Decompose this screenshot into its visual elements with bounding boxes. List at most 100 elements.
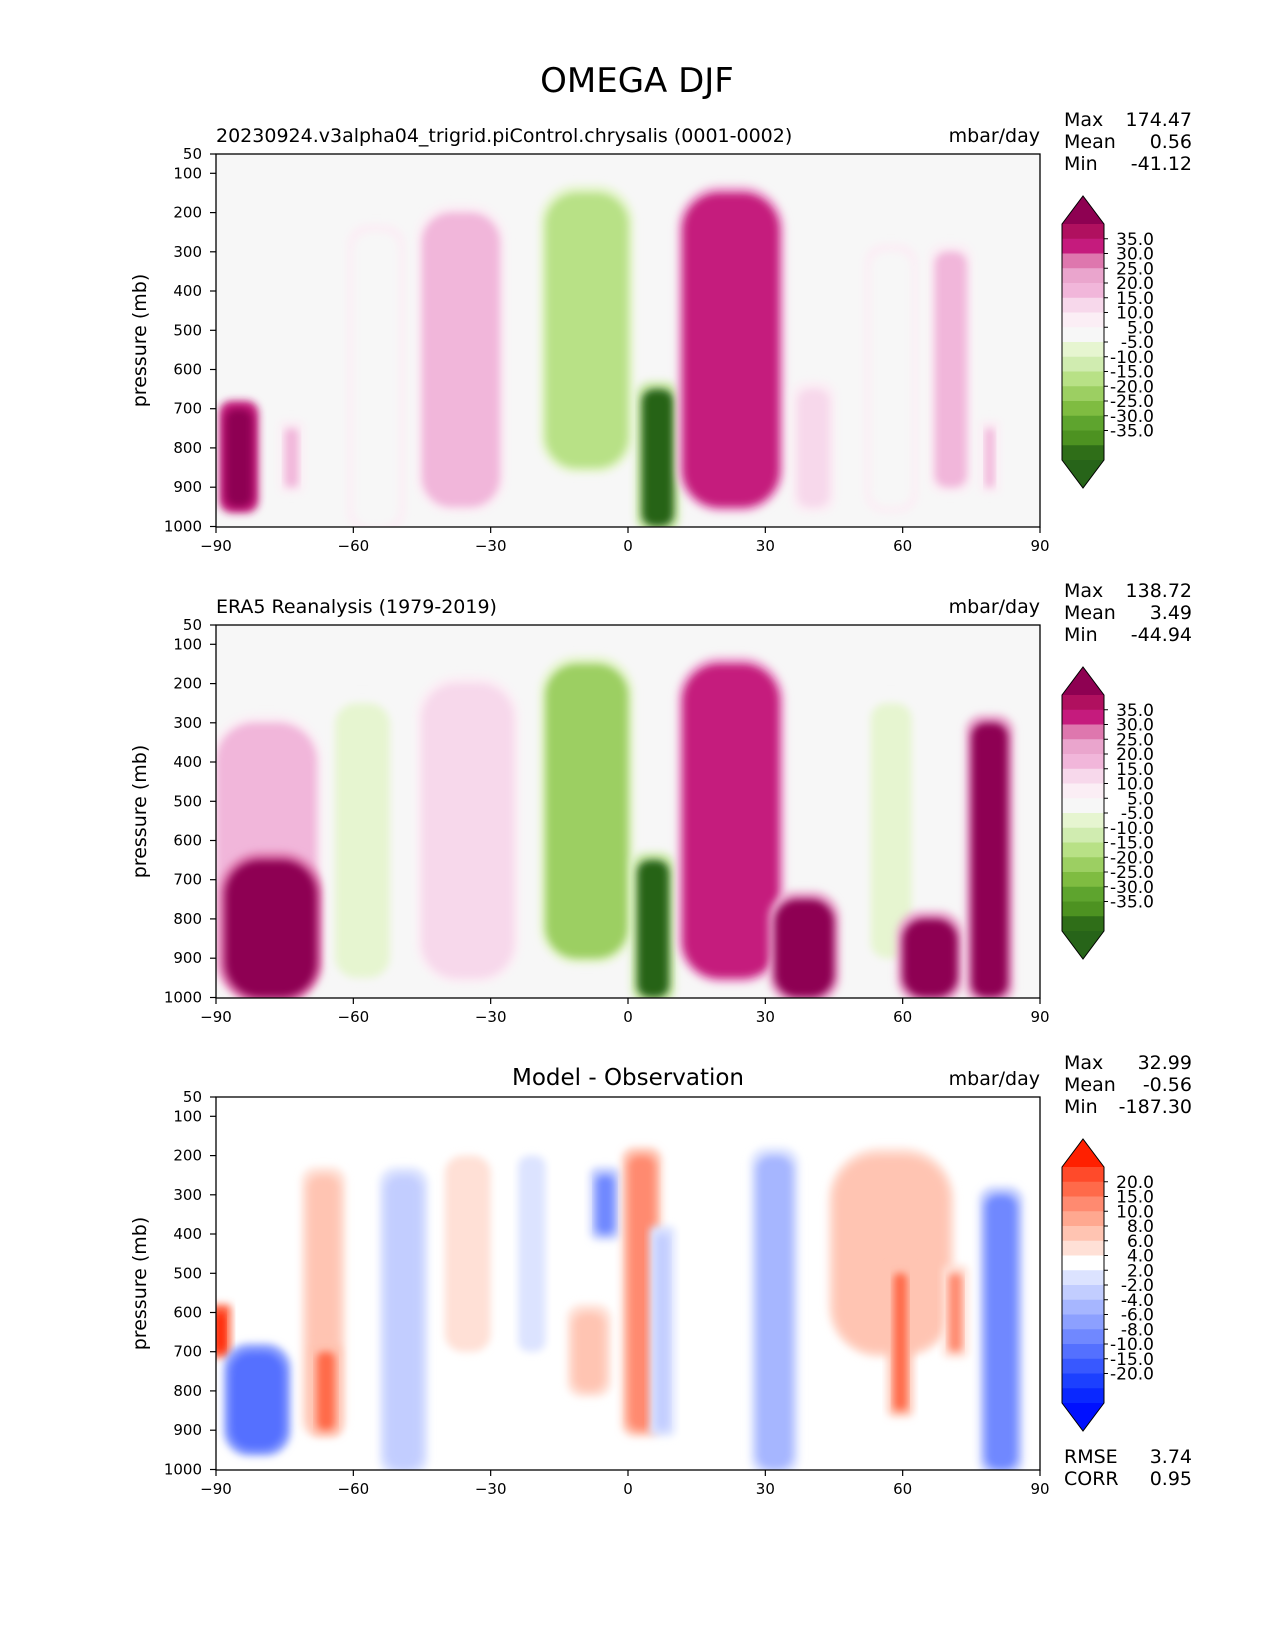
- colorbar-outline: [1061, 666, 1105, 960]
- colorbar-swatch: [1062, 430, 1104, 446]
- colorbar-swatch: [1062, 1270, 1104, 1286]
- y-tick-label: 800: [173, 439, 202, 457]
- heatmap-cell: [595, 1175, 615, 1234]
- colorbar-swatch: [1062, 695, 1104, 711]
- y-tick-label: 500: [173, 1264, 202, 1282]
- colorbar-swatch: [1062, 901, 1104, 917]
- y-tick-label: 700: [173, 1343, 202, 1361]
- heatmap-cell: [870, 703, 912, 959]
- heatmap-cell: [385, 1175, 422, 1470]
- colorbar-swatch: [1062, 886, 1104, 902]
- heatmap-cell: [971, 722, 1008, 998]
- colorbar-label: 6.0: [1127, 1232, 1154, 1252]
- y-tick-label: 900: [173, 1421, 202, 1439]
- heatmap-cell: [444, 1155, 491, 1352]
- y-tick-label: 500: [173, 321, 202, 339]
- y-tick-label: 600: [173, 1304, 202, 1322]
- heatmap-cell: [655, 1234, 670, 1431]
- y-tick-label: 200: [173, 1147, 202, 1165]
- colorbar-extend-top: [1062, 667, 1104, 695]
- stat-label: Max: [1064, 109, 1103, 131]
- colorbar-swatch: [1062, 1167, 1104, 1183]
- heatmap-cell: [229, 1351, 285, 1450]
- x-tick-label: −60: [338, 1480, 370, 1498]
- y-tick-label: 200: [173, 204, 202, 222]
- colorbar-swatch: [1062, 916, 1104, 932]
- colorbar-swatch: [1062, 1344, 1104, 1360]
- colorbar-swatch: [1062, 327, 1104, 343]
- colorbar-label: 25.0: [1116, 730, 1154, 750]
- colorbar-swatch: [1062, 238, 1104, 254]
- colorbar-label: 30.0: [1116, 716, 1154, 736]
- stat-label: Min: [1064, 624, 1098, 646]
- colorbar-label: 15.0: [1116, 289, 1154, 309]
- x-tick-label: 0: [623, 537, 633, 555]
- y-tick-label: 1000: [164, 1461, 202, 1479]
- heatmap-cell: [893, 1273, 908, 1411]
- heatmap-cell: [985, 1194, 1018, 1470]
- heatmap-cell: [422, 212, 500, 507]
- y-tick-label: 900: [173, 949, 202, 967]
- colorbar-label: 30.0: [1116, 245, 1154, 265]
- stat-value: -0.56: [1143, 1074, 1192, 1096]
- colorbar-swatch: [1062, 312, 1104, 328]
- x-tick-label: −90: [200, 1008, 232, 1026]
- colorbar-label: -2.0: [1121, 1276, 1154, 1296]
- colorbar-label: 2.0: [1127, 1261, 1154, 1281]
- heatmap-cell: [774, 899, 834, 998]
- y-tick-label: 400: [173, 753, 202, 771]
- colorbar-label: -15.0: [1110, 1350, 1154, 1370]
- colorbar-label: 5.0: [1127, 789, 1154, 809]
- x-tick-label: 90: [1030, 1480, 1049, 1498]
- heatmap-cell: [756, 1155, 793, 1470]
- colorbar-label: 35.0: [1116, 701, 1154, 721]
- colorbar-label: 20.0: [1116, 274, 1154, 294]
- y-tick-label: 300: [173, 714, 202, 732]
- heatmap-cell: [985, 428, 995, 488]
- colorbar-label: -10.0: [1110, 348, 1154, 368]
- colorbar-swatch: [1062, 1196, 1104, 1212]
- colorbar-label: -25.0: [1110, 392, 1154, 412]
- colorbar-swatch: [1062, 1181, 1104, 1197]
- colorbar-label: -10.0: [1110, 819, 1154, 839]
- heatmap-cell: [284, 428, 299, 488]
- colorbar-extend-top: [1062, 1139, 1104, 1167]
- colorbar-label: -25.0: [1110, 863, 1154, 883]
- colorbar-swatch: [1062, 1329, 1104, 1345]
- colorbar-swatch: [1062, 283, 1104, 299]
- y-tick-label: 100: [173, 1107, 202, 1125]
- colorbar-label: 8.0: [1127, 1217, 1154, 1237]
- colorbar-swatch: [1062, 415, 1104, 431]
- colorbar-extend-bottom: [1062, 931, 1104, 959]
- colorbar-swatch: [1062, 739, 1104, 755]
- colorbar-swatch: [1062, 768, 1104, 784]
- colorbar-swatch: [1062, 371, 1104, 387]
- heatmap-cell: [545, 192, 628, 468]
- colorbar-swatch: [1062, 1388, 1104, 1404]
- panel-units: mbar/day: [949, 125, 1040, 147]
- stat-label: Max: [1064, 580, 1103, 602]
- y-tick-label: 800: [173, 1382, 202, 1400]
- figure-title: OMEGA DJF: [540, 61, 734, 101]
- y-tick-label: 300: [173, 243, 202, 261]
- colorbar-swatch: [1062, 1211, 1104, 1227]
- heatmap-cell: [902, 918, 958, 998]
- colorbar-label: -30.0: [1110, 878, 1154, 898]
- colorbar-outline: [1061, 195, 1105, 489]
- y-axis-label: pressure (mb): [129, 745, 151, 879]
- colorbar-label: 20.0: [1116, 1173, 1154, 1193]
- y-tick-label: 600: [173, 832, 202, 850]
- colorbar-swatch: [1062, 827, 1104, 843]
- heatmap-cell: [518, 1155, 546, 1352]
- colorbar-swatch: [1062, 1226, 1104, 1242]
- stat-value: 32.99: [1138, 1052, 1192, 1074]
- colorbar-label: -20.0: [1110, 377, 1154, 397]
- bottom-stat-value: 3.74: [1150, 1446, 1192, 1468]
- y-tick-label: 200: [173, 675, 202, 693]
- y-tick-label: 1000: [164, 518, 202, 536]
- bottom-stat-label: CORR: [1064, 1468, 1119, 1490]
- colorbar-swatch: [1062, 857, 1104, 873]
- colorbar-swatch: [1062, 342, 1104, 358]
